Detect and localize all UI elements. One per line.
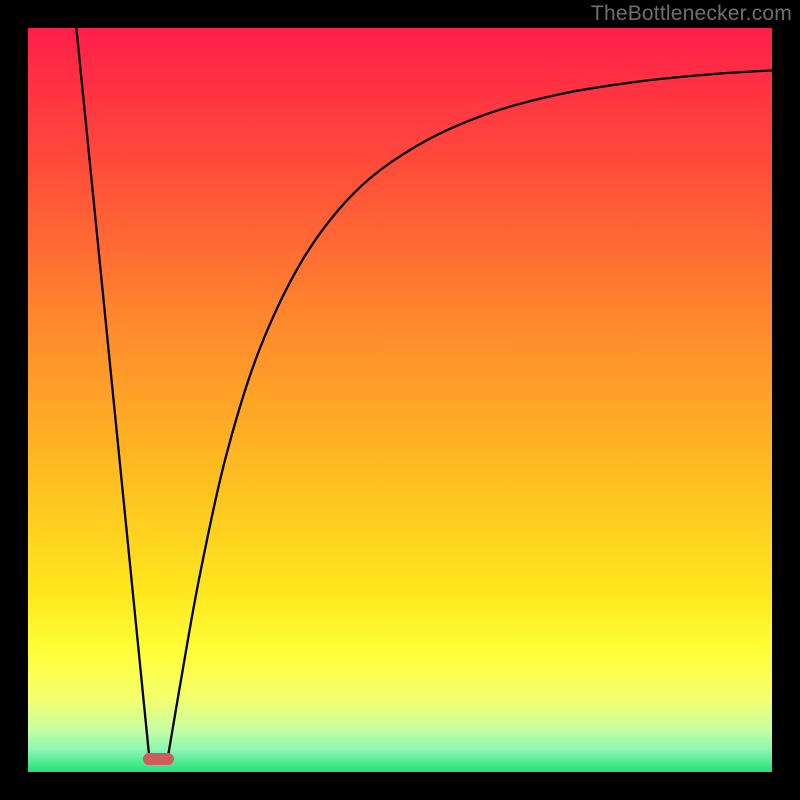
watermark-text: TheBottlenecker.com xyxy=(591,2,792,26)
chart-frame: TheBottlenecker.com xyxy=(0,0,800,800)
min-marker xyxy=(143,753,174,765)
chart-curves xyxy=(0,0,800,800)
right-curve xyxy=(168,70,772,757)
left-line xyxy=(76,28,149,757)
